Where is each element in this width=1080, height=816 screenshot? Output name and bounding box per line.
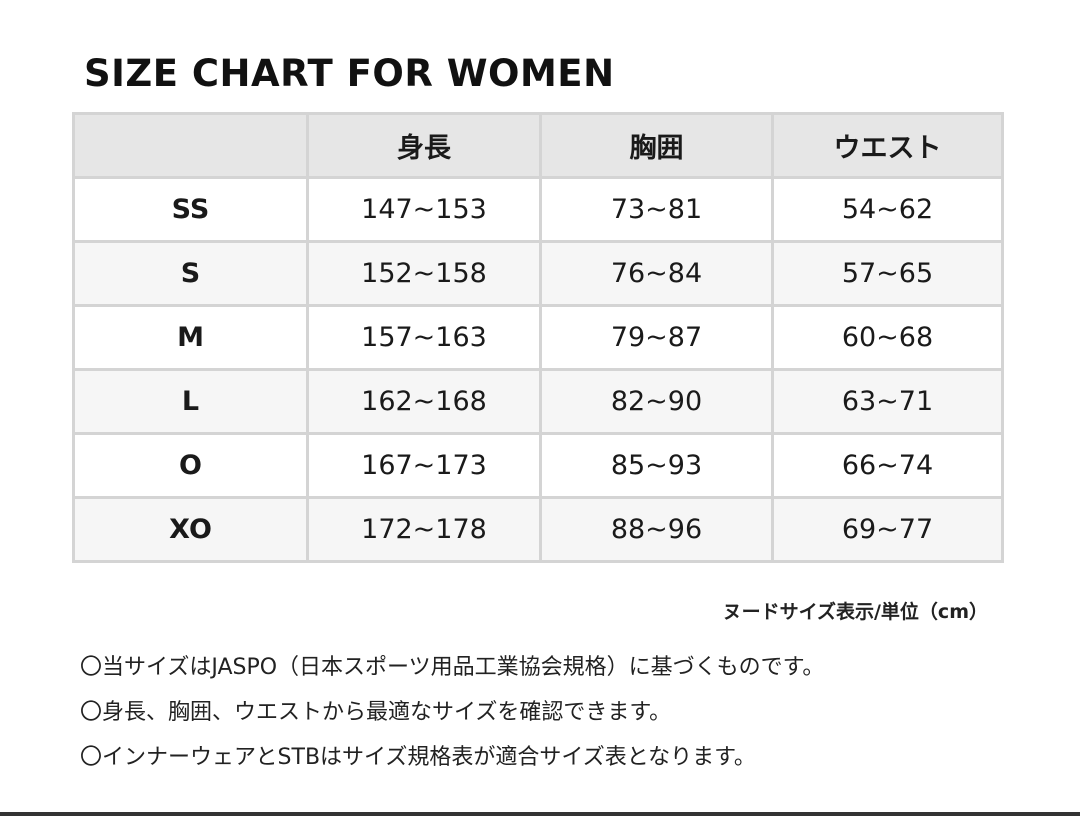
bottom-divider xyxy=(0,812,1080,816)
value-cell: 157~163 xyxy=(306,304,542,371)
value-cell: 79~87 xyxy=(539,304,774,371)
note-line: 〇当サイズはJASPO（日本スポーツ用品工業協会規格）に基づくものです。 xyxy=(80,655,825,680)
table-row: M 157~163 79~87 60~68 xyxy=(72,304,1004,371)
size-label-cell: S xyxy=(72,240,309,307)
note-line: 〇インナーウェアとSTBはサイズ規格表が適合サイズ表となります。 xyxy=(80,745,756,770)
value-cell: 69~77 xyxy=(771,496,1004,563)
table-row: SS 147~153 73~81 54~62 xyxy=(72,176,1004,243)
value-cell: 162~168 xyxy=(306,368,542,435)
size-label-cell: XO xyxy=(72,496,309,563)
page-title: SIZE CHART FOR WOMEN xyxy=(84,52,615,95)
table-row: L 162~168 82~90 63~71 xyxy=(72,368,1004,435)
value-cell: 152~158 xyxy=(306,240,542,307)
header-cell: ウエスト xyxy=(771,112,1004,179)
value-cell: 54~62 xyxy=(771,176,1004,243)
value-cell: 57~65 xyxy=(771,240,1004,307)
value-cell: 66~74 xyxy=(771,432,1004,499)
value-cell: 88~96 xyxy=(539,496,774,563)
table-header-row: 身長 胸囲 ウエスト xyxy=(72,112,1004,179)
value-cell: 85~93 xyxy=(539,432,774,499)
note-line: 〇身長、胸囲、ウエストから最適なサイズを確認できます。 xyxy=(80,700,672,725)
value-cell: 76~84 xyxy=(539,240,774,307)
size-label-cell: L xyxy=(72,368,309,435)
value-cell: 60~68 xyxy=(771,304,1004,371)
value-cell: 82~90 xyxy=(539,368,774,435)
table-row: XO 172~178 88~96 69~77 xyxy=(72,496,1004,563)
value-cell: 172~178 xyxy=(306,496,542,563)
size-label-cell: M xyxy=(72,304,309,371)
notes: 〇当サイズはJASPO（日本スポーツ用品工業協会規格）に基づくものです。 〇身長… xyxy=(80,645,824,780)
size-chart-table: 身長 胸囲 ウエスト SS 147~153 73~81 54~62 S 152~158 76… xyxy=(72,112,1004,563)
value-cell: 147~153 xyxy=(306,176,542,243)
size-label-cell: O xyxy=(72,432,309,499)
header-cell: 胸囲 xyxy=(539,112,774,179)
unit-note: ヌードサイズ表示/単位（cm） xyxy=(722,601,988,623)
header-cell xyxy=(72,112,309,179)
value-cell: 63~71 xyxy=(771,368,1004,435)
size-label-cell: SS xyxy=(72,176,309,243)
value-cell: 73~81 xyxy=(539,176,774,243)
table-row: S 152~158 76~84 57~65 xyxy=(72,240,1004,307)
value-cell: 167~173 xyxy=(306,432,542,499)
header-cell: 身長 xyxy=(306,112,542,179)
table-row: O 167~173 85~93 66~74 xyxy=(72,432,1004,499)
